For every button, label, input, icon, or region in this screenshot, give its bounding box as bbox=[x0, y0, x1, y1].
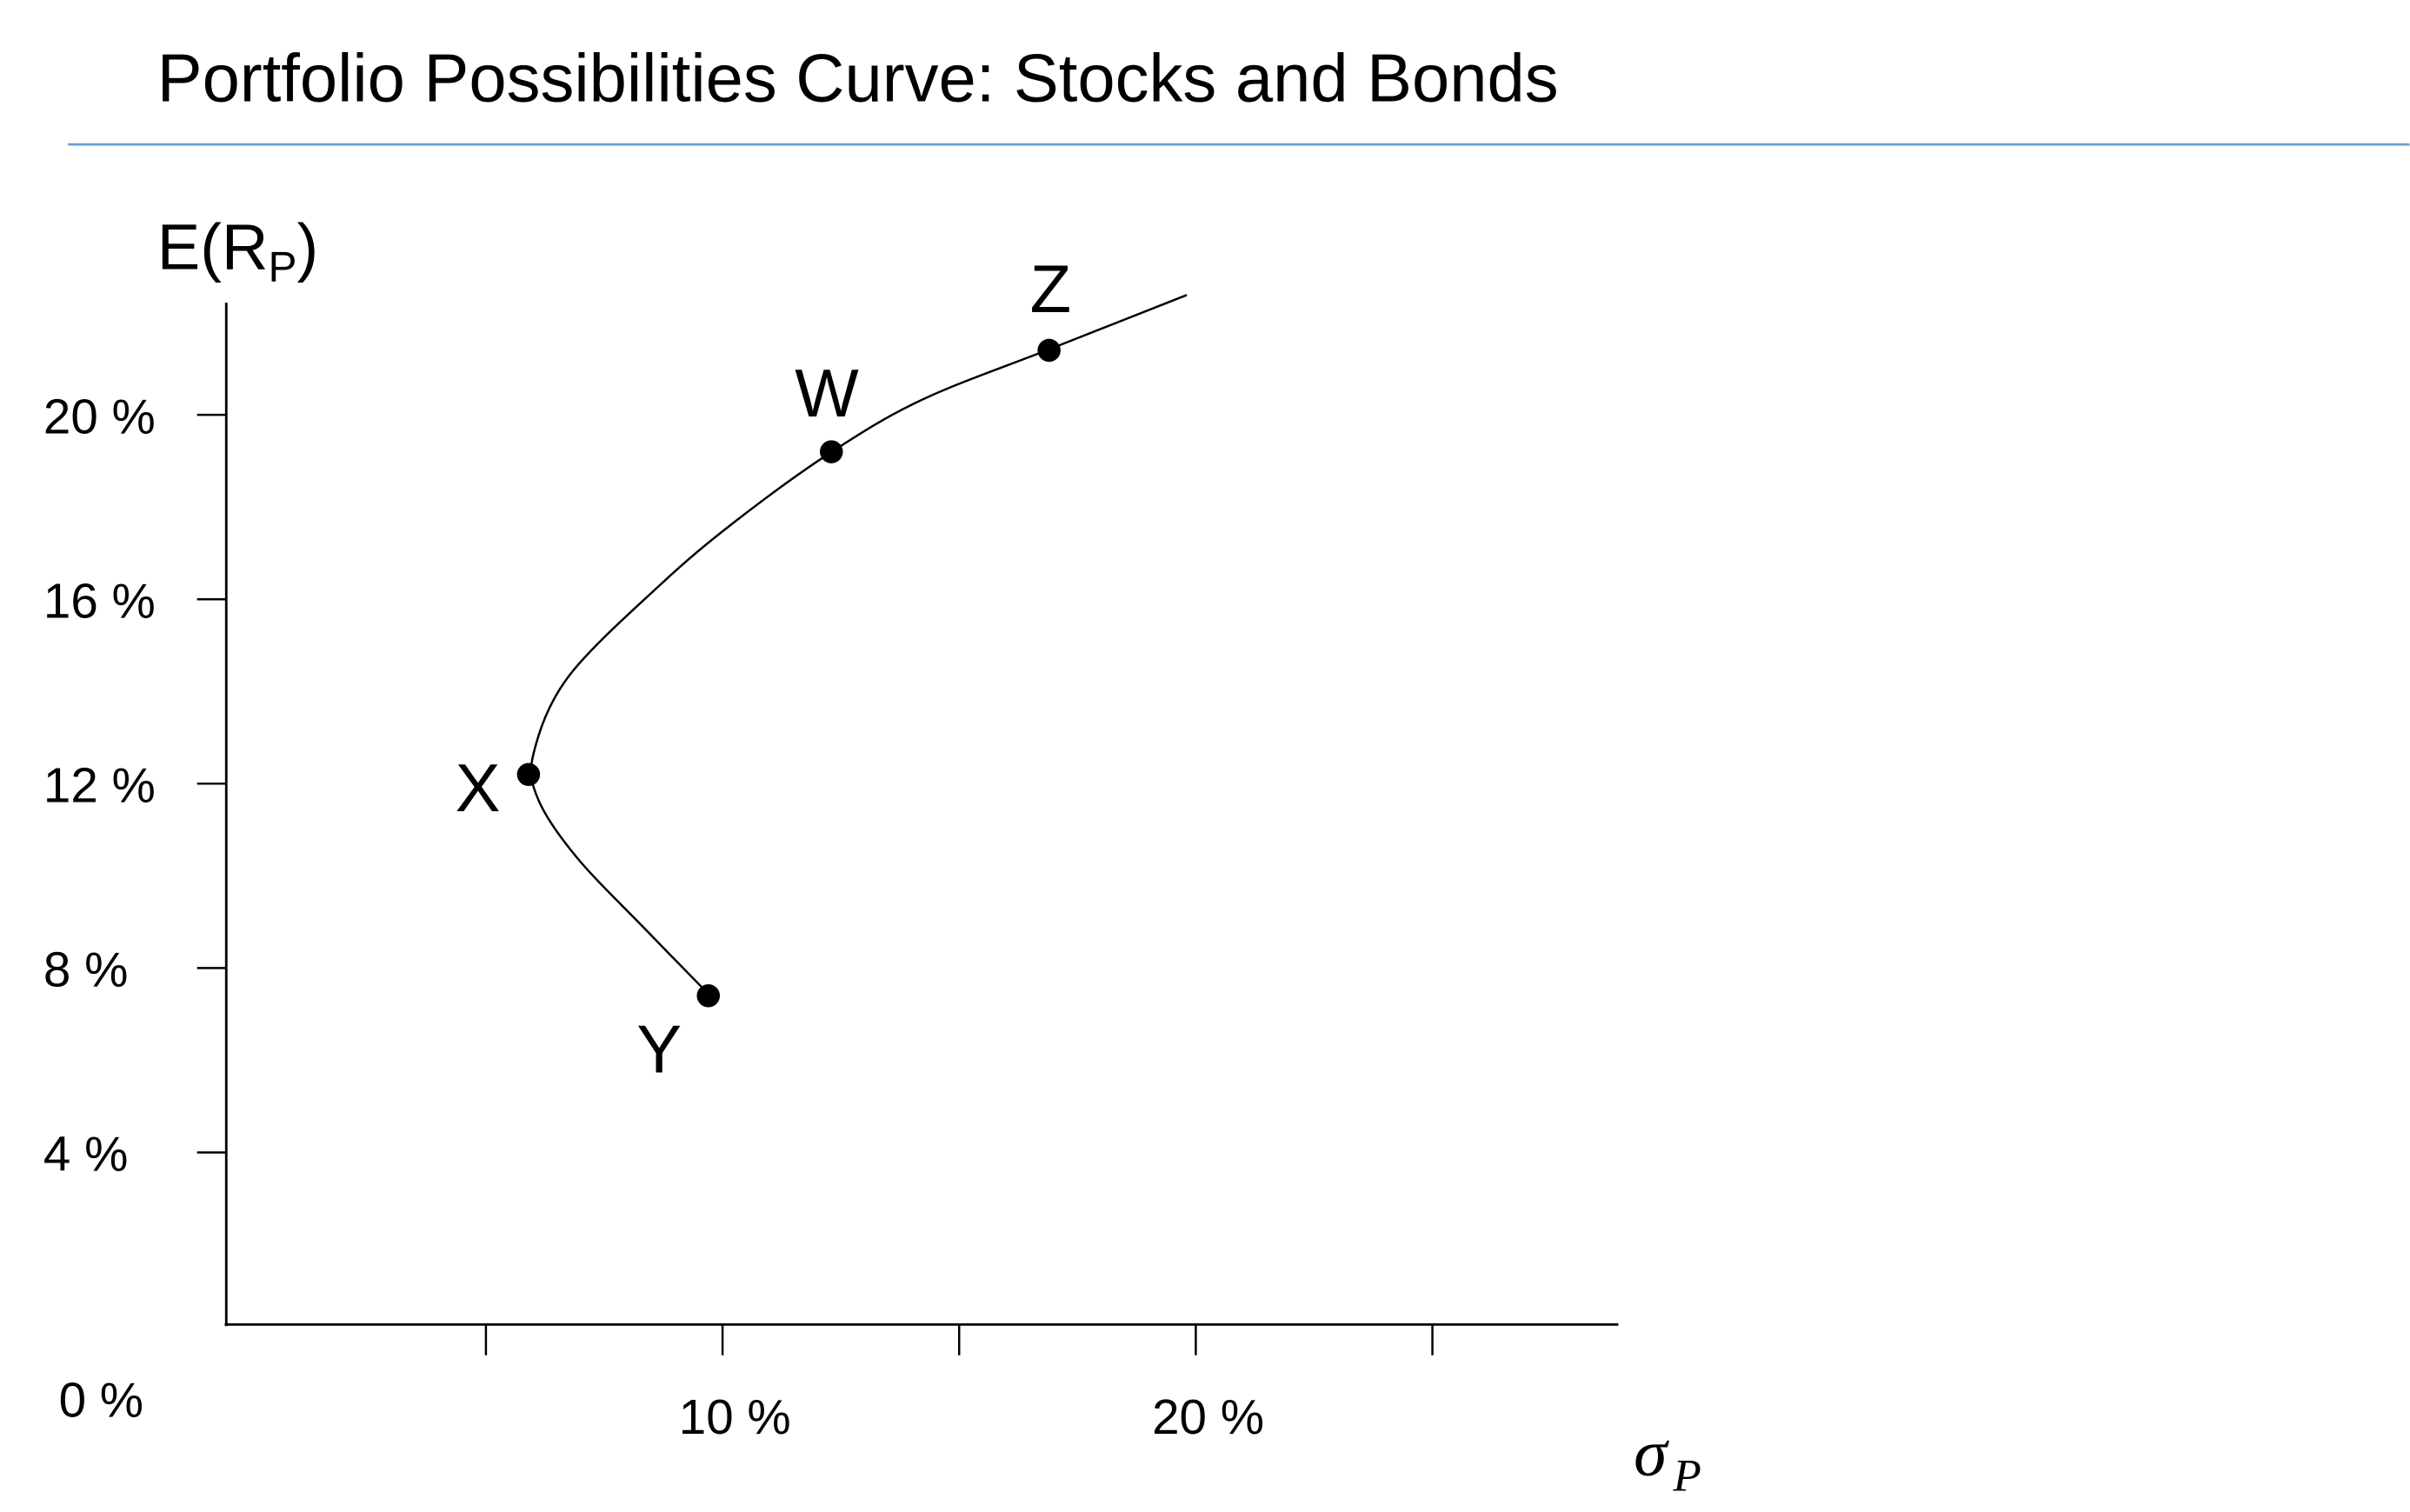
point-label-z: Z bbox=[1030, 252, 1072, 327]
x-origin-label: 0 % bbox=[59, 1372, 143, 1427]
y-tick-label: 20 % bbox=[43, 389, 156, 443]
point-label-w: W bbox=[795, 356, 859, 431]
y-tick-label: 12 % bbox=[43, 758, 156, 813]
x-tick-label: 20 % bbox=[1152, 1389, 1264, 1444]
y-tick-label: 8 % bbox=[43, 943, 128, 997]
point-w bbox=[820, 440, 843, 463]
y-tick-label: 4 % bbox=[43, 1127, 128, 1182]
chart-title: Portfolio Possibilities Curve: Stocks an… bbox=[157, 42, 1559, 117]
point-y bbox=[696, 983, 721, 1008]
point-label-x: X bbox=[456, 751, 501, 826]
portfolio-curve bbox=[529, 294, 1188, 996]
point-label-y: Y bbox=[636, 1013, 682, 1088]
point-z bbox=[1037, 338, 1061, 363]
y-axis-label: E(RP) bbox=[157, 210, 319, 290]
point-x bbox=[516, 763, 541, 786]
y-tick-label: 16 % bbox=[43, 573, 156, 628]
x-tick-label: 10 % bbox=[679, 1389, 791, 1444]
